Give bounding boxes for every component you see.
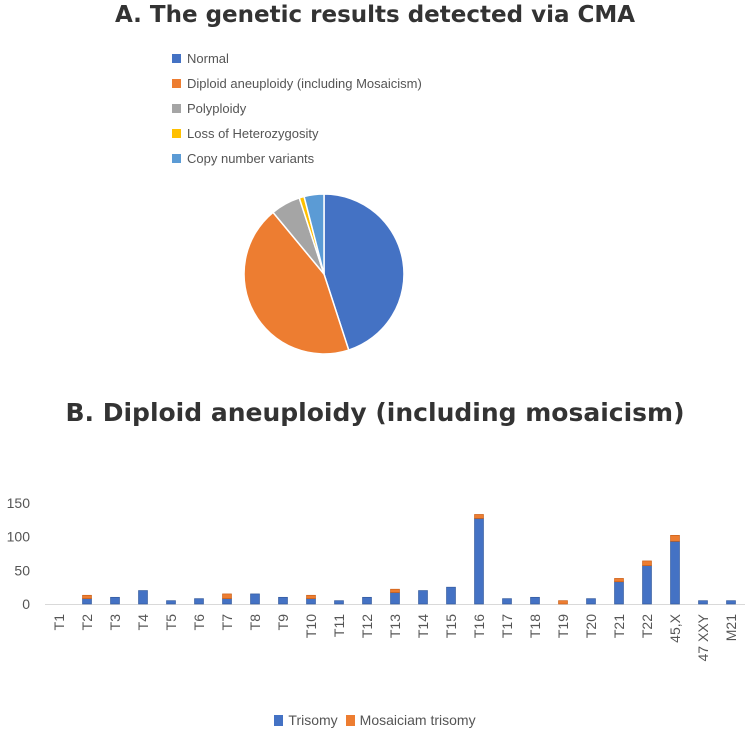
- bar-trisomy-T13: [390, 592, 400, 605]
- legend-swatch: [172, 129, 181, 138]
- x-tick-label: T1: [51, 614, 67, 631]
- bar-mosaic-T22: [642, 560, 652, 566]
- x-tick-label: M21: [723, 614, 739, 641]
- bar-trisomy-47XXY: [698, 600, 708, 605]
- bar-mosaic-T21: [614, 578, 624, 583]
- x-tick-label: T20: [583, 614, 599, 638]
- pie-legend-label: Diploid aneuploidy (including Mosaicism): [187, 76, 422, 91]
- bar-legend-label: Trisomy: [288, 712, 338, 728]
- legend-swatch: [172, 79, 181, 88]
- bar-trisomy-T20: [586, 598, 596, 605]
- y-tick-label: 50: [14, 562, 30, 578]
- bar-trisomy-T6: [194, 598, 204, 605]
- bar-trisomy-M21: [726, 600, 736, 605]
- bar-trisomy-T11: [334, 600, 344, 605]
- bar-legend-item: Trisomy: [274, 712, 338, 728]
- bar-chart-title: B. Diploid aneuploidy (including mosaici…: [65, 398, 685, 427]
- x-tick-label: T6: [191, 614, 207, 631]
- x-tick-label: T10: [303, 614, 319, 638]
- x-tick-label: T3: [107, 614, 123, 631]
- bar-mosaic-T2: [82, 594, 92, 599]
- bar-trisomy-T22: [642, 565, 652, 605]
- pie-slice-1: [243, 211, 350, 355]
- bar-trisomy-T7: [222, 598, 232, 605]
- bar-trisomy-T3: [110, 596, 120, 605]
- bar-trisomy-T8: [250, 593, 260, 605]
- bar-trisomy-T14: [418, 590, 428, 605]
- pie-chart-title: A. The genetic results detected via CMA: [114, 2, 636, 28]
- pie-slice-4: [303, 193, 325, 275]
- x-tick-label: T2: [79, 614, 95, 631]
- x-tick-label: T11: [331, 614, 347, 637]
- legend-swatch: [172, 54, 181, 63]
- pie-legend-label: Polyploidy: [187, 101, 247, 116]
- y-tick-label: 150: [7, 495, 31, 511]
- x-tick-label: T16: [471, 614, 487, 638]
- x-tick-label: T19: [555, 614, 571, 638]
- legend-swatch: [274, 714, 284, 726]
- x-tick-label: T18: [527, 614, 543, 638]
- y-tick-label: 100: [7, 529, 31, 545]
- bar-trisomy-T5: [166, 600, 176, 605]
- x-tick-label: 47 XXY: [695, 613, 711, 661]
- bar-mosaic-T16: [474, 514, 484, 519]
- pie-legend-item: Polyploidy: [172, 96, 422, 121]
- pie-legend-label: Loss of Heterozygosity: [187, 126, 319, 141]
- x-tick-label: 45,X: [667, 613, 683, 642]
- x-tick-label: T7: [219, 614, 235, 631]
- bar-trisomy-T21: [614, 581, 624, 605]
- bar-mosaic-T7: [222, 593, 232, 599]
- x-tick-label: T12: [359, 614, 375, 638]
- legend-swatch: [172, 154, 181, 163]
- x-tick-label: T5: [163, 614, 179, 631]
- bar-trisomy-T12: [362, 596, 372, 605]
- pie-legend-label: Normal: [187, 51, 229, 66]
- bar-mosaic-T10: [306, 594, 316, 599]
- pie-legend-item: Diploid aneuploidy (including Mosaicism): [172, 71, 422, 96]
- pie-legend-item: Normal: [172, 46, 422, 71]
- x-tick-label: T4: [135, 614, 151, 631]
- bar-trisomy-T17: [502, 598, 512, 605]
- bar-trisomy-T9: [278, 596, 288, 605]
- legend-swatch: [345, 714, 355, 726]
- bar-legend: Trisomy Mosaiciam trisomy: [0, 712, 750, 728]
- bar-trisomy-T4: [138, 590, 148, 605]
- bar-mosaic-T13: [390, 588, 400, 593]
- x-tick-label: T17: [499, 614, 515, 638]
- pie-chart: [243, 193, 405, 355]
- pie-slice-0: [323, 193, 405, 352]
- bar-trisomy-T16: [474, 518, 484, 605]
- x-tick-label: T21: [611, 614, 627, 638]
- x-tick-label: T14: [415, 614, 431, 638]
- bar-mosaic-T19: [558, 600, 568, 605]
- x-tick-label: T8: [247, 614, 263, 631]
- bar-trisomy-T2: [82, 598, 92, 605]
- bar-mosaic-45X: [670, 535, 680, 542]
- bar-legend-item: Mosaiciam trisomy: [345, 712, 476, 728]
- x-tick-label: T13: [387, 614, 403, 638]
- bar-trisomy-45X: [670, 541, 680, 605]
- pie-legend: Normal Diploid aneuploidy (including Mos…: [172, 46, 422, 171]
- legend-swatch: [172, 104, 181, 113]
- bar-trisomy-T18: [530, 596, 540, 605]
- y-tick-label: 0: [22, 596, 30, 612]
- pie-legend-item: Copy number variants: [172, 146, 422, 171]
- x-tick-label: T9: [275, 614, 291, 631]
- pie-legend-label: Copy number variants: [187, 151, 315, 166]
- x-tick-label: T15: [443, 614, 459, 638]
- bar-trisomy-T10: [306, 598, 316, 605]
- bar-trisomy-T15: [446, 586, 456, 605]
- pie-legend-item: Loss of Heterozygosity: [172, 121, 422, 146]
- x-tick-label: T22: [639, 614, 655, 638]
- bar-legend-label: Mosaiciam trisomy: [359, 712, 476, 728]
